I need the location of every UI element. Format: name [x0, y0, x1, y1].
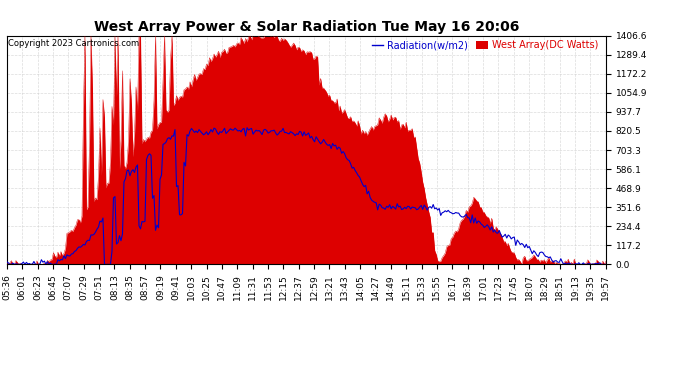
Text: Copyright 2023 Cartronics.com: Copyright 2023 Cartronics.com: [8, 39, 139, 48]
Legend: Radiation(w/m2), West Array(DC Watts): Radiation(w/m2), West Array(DC Watts): [372, 40, 598, 51]
Title: West Array Power & Solar Radiation Tue May 16 20:06: West Array Power & Solar Radiation Tue M…: [94, 21, 519, 34]
